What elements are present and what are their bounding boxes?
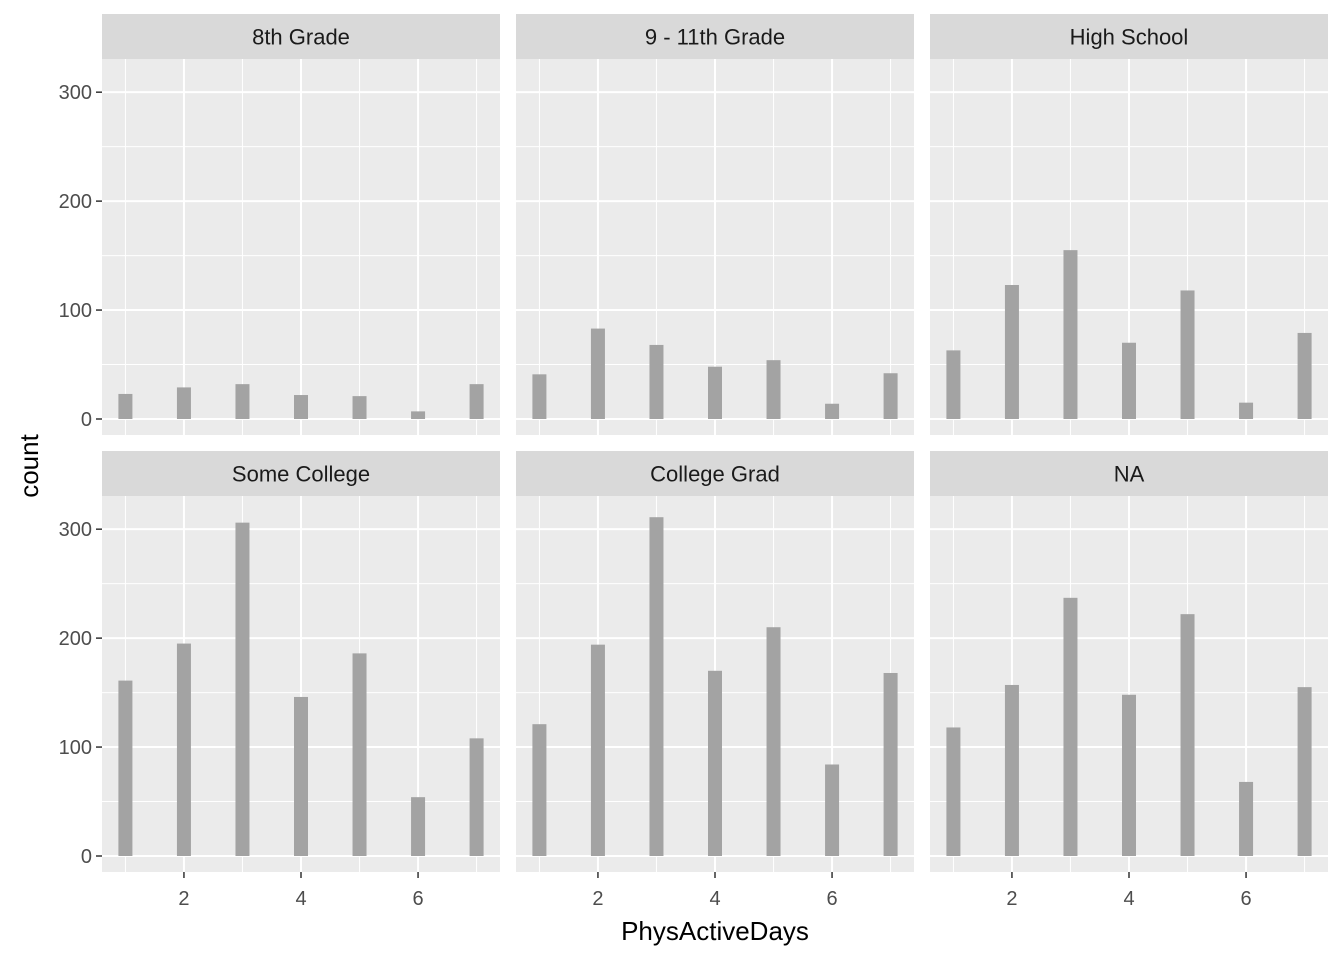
bar	[1180, 290, 1195, 419]
bar	[946, 350, 961, 419]
bar	[649, 344, 664, 419]
bar	[590, 328, 605, 419]
bar	[176, 643, 191, 856]
x-tick-label: 6	[826, 888, 837, 910]
bar	[294, 696, 308, 856]
x-tick-label: 6	[1240, 888, 1251, 910]
x-tick-label: 4	[1123, 888, 1134, 910]
x-tick-label: 6	[412, 888, 423, 910]
bar	[1122, 342, 1136, 419]
bar	[1239, 402, 1254, 419]
y-tick-label: 200	[59, 628, 92, 650]
bar	[411, 797, 426, 856]
facet-panel: NA 2 4 6	[930, 451, 1328, 910]
bar	[649, 517, 664, 856]
facet-strip	[516, 451, 914, 496]
bar	[883, 672, 898, 856]
facet-strip-label: Some College	[232, 462, 370, 487]
bar	[469, 384, 484, 419]
facet-strip-label: College Grad	[650, 462, 780, 487]
bar	[469, 738, 484, 856]
facet-strip	[516, 14, 914, 59]
bar	[1239, 781, 1254, 856]
bar	[294, 395, 308, 419]
bar	[118, 680, 133, 856]
y-tick-label: 100	[59, 737, 92, 759]
bar	[883, 373, 898, 419]
y-tick-label: 100	[59, 300, 92, 322]
bar	[766, 360, 781, 419]
facet-strip-label: 9 - 11th Grade	[645, 25, 785, 50]
x-tick-label: 2	[592, 888, 603, 910]
bar	[708, 366, 722, 419]
y-tick-label: 0	[81, 409, 92, 431]
x-tick-label: 2	[1006, 888, 1017, 910]
bar	[825, 403, 840, 419]
facet-strip-label: NA	[1114, 462, 1145, 487]
bar	[1297, 332, 1312, 419]
y-axis-title: count	[14, 433, 44, 497]
bar	[1004, 684, 1019, 856]
x-tick-label: 4	[709, 888, 720, 910]
bar	[411, 411, 426, 419]
facet-strip-label: High School	[1070, 25, 1189, 50]
y-tick-label: 0	[81, 846, 92, 868]
bar	[1297, 687, 1312, 856]
bar	[766, 627, 781, 856]
bar	[1004, 285, 1019, 419]
facet-strip-label: 8th Grade	[252, 25, 350, 50]
facet-strip	[930, 451, 1328, 496]
facet-panel: 8th Grade 0 100 200 300	[59, 14, 500, 435]
bar	[352, 396, 367, 419]
y-tick-label: 200	[59, 191, 92, 213]
facet-panel: Some College 0 100 200 300 2 4 6	[59, 451, 500, 910]
bar	[1063, 250, 1078, 419]
bar	[1180, 614, 1195, 856]
bar	[825, 764, 840, 856]
y-tick-label: 300	[59, 519, 92, 541]
bar	[946, 727, 961, 856]
bar	[176, 387, 191, 419]
facet-panel: 9 - 11th Grade	[516, 14, 914, 435]
bar	[532, 374, 547, 419]
y-tick-label: 300	[59, 82, 92, 104]
bar	[118, 393, 133, 419]
facet-strip	[102, 14, 500, 59]
bar	[1063, 597, 1078, 856]
facet-panel: High School	[930, 14, 1328, 435]
facet-strip	[102, 451, 500, 496]
bar	[708, 670, 722, 856]
bar	[235, 384, 250, 419]
bar	[235, 522, 250, 856]
x-tick-label: 2	[178, 888, 189, 910]
bar	[352, 653, 367, 856]
bar	[1122, 694, 1136, 856]
facet-strip	[930, 14, 1328, 59]
x-tick-label: 4	[295, 888, 306, 910]
facet-panel: College Grad 2 4 6	[516, 451, 914, 910]
bar	[590, 644, 605, 856]
bar	[532, 724, 547, 856]
x-axis-title: PhysActiveDays	[621, 916, 809, 946]
